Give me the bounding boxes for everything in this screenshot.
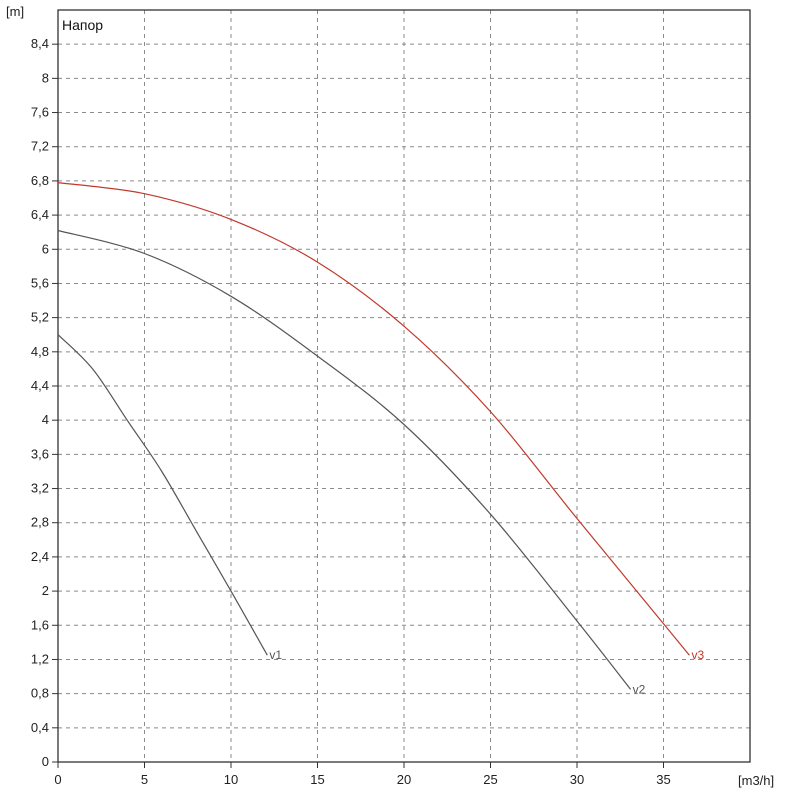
- x-tick-label: 0: [54, 772, 61, 787]
- series-lines: [57, 182, 690, 690]
- y-tick-label: 6: [42, 241, 49, 256]
- y-tick-label: 2,8: [31, 515, 49, 530]
- y-tick-label: 6,4: [31, 207, 49, 222]
- series-labels: v1 v2 v3: [269, 648, 704, 696]
- y-tick-label: 1,2: [31, 651, 49, 666]
- series-label-v2: v2: [633, 682, 646, 696]
- series-line-v2: [57, 229, 632, 690]
- x-tick-label: 10: [224, 772, 238, 787]
- y-tick-label: 7,2: [31, 139, 49, 154]
- x-axis-unit: [m3/h]: [738, 773, 774, 788]
- x-tick-label: 20: [397, 772, 411, 787]
- y-tick-label: 3,2: [31, 481, 49, 496]
- y-axis-unit: [m]: [6, 4, 24, 19]
- x-tick-label: 25: [483, 772, 497, 787]
- x-tick-label: 35: [656, 772, 670, 787]
- y-tick-label: 8,4: [31, 36, 49, 51]
- y-tick-label: 0,8: [31, 686, 49, 701]
- series-label-v1: v1: [269, 648, 282, 662]
- y-tick-label: 4,4: [31, 378, 49, 393]
- grid: [58, 10, 750, 762]
- series-label-v3: v3: [691, 648, 704, 662]
- y-tick-label: 3,6: [31, 446, 49, 461]
- y-tick-label: 5,2: [31, 310, 49, 325]
- y-tick-label: 5,6: [31, 275, 49, 290]
- y-tick-label: 7,6: [31, 105, 49, 120]
- y-tick-label: 2: [42, 583, 49, 598]
- axis-ticks: 0 0,4 0,8 1,2 1,6 2 2,4 2,8 3,2 3,6 4 4,4 4,8 5,2 5,6 6…: [31, 36, 671, 787]
- y-tick-label: 4,8: [31, 344, 49, 359]
- x-tick-label: 5: [141, 772, 148, 787]
- y-tick-label: 2,4: [31, 549, 49, 564]
- chart-title: Напор: [62, 17, 103, 33]
- x-tick-label: 15: [310, 772, 324, 787]
- series-line-v3: [57, 182, 690, 656]
- y-tick-label: 4: [42, 412, 49, 427]
- y-tick-label: 8: [42, 70, 49, 85]
- series-line-v1: [57, 334, 268, 656]
- y-tick-label: 0: [42, 754, 49, 769]
- y-tick-label: 6,8: [31, 173, 49, 188]
- x-tick-label: 30: [570, 772, 584, 787]
- y-tick-label: 1,6: [31, 617, 49, 632]
- y-tick-label: 0,4: [31, 720, 49, 735]
